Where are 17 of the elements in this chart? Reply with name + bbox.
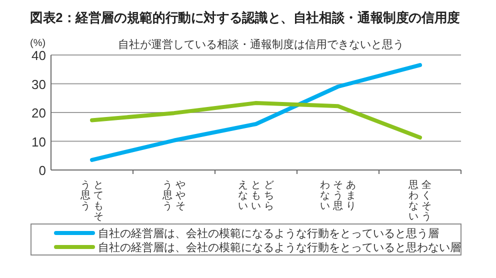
x-tick-label: 全くそう思わない bbox=[408, 180, 432, 222]
x-tick-label: どちらともいえない bbox=[238, 180, 274, 212]
y-tick-label: 0 bbox=[38, 163, 46, 178]
x-tick-label: あまりそう思わない bbox=[320, 180, 356, 212]
x-tick-label: ややそう思う bbox=[162, 180, 186, 212]
x-tick-label: とてもそう思う bbox=[80, 180, 104, 222]
legend-label: 自社の経営層は、会社の模範になるような行動をとっていると思う層 bbox=[98, 227, 439, 240]
y-tick-label: 30 bbox=[32, 76, 46, 92]
chart-subtitle: 自社が運営している相談・通報制度は信用できないと思う bbox=[118, 38, 404, 51]
chart-title: 図表2：経営層の規範的行動に対する認識と、自社相談・通報制度の信用度 bbox=[30, 10, 466, 25]
y-tick-label: 20 bbox=[32, 106, 46, 120]
line-series bbox=[90, 101, 422, 140]
y-tick-label: 40 bbox=[32, 48, 46, 63]
line-series bbox=[90, 63, 422, 162]
y-axis-title: (%) bbox=[30, 38, 46, 49]
y-tick-label: 10 bbox=[32, 134, 46, 150]
legend-label: 自社の経営層は、会社の模範になるような行動をとっていると思わない層 bbox=[98, 241, 461, 254]
